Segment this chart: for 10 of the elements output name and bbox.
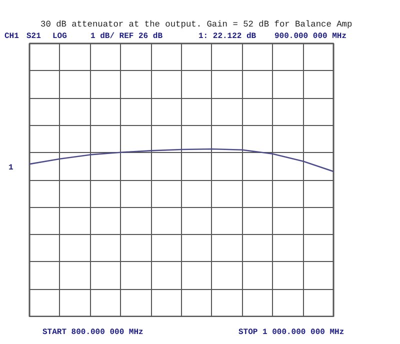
text: LOG (52, 32, 68, 41)
text: S21 (26, 32, 42, 41)
text: 1: 22.122 dB (198, 32, 256, 41)
text: 1 (8, 164, 14, 173)
chart-title: 30 dB attenuator at the output. Gain = 52 dB for Balance Amp (40, 20, 352, 30)
text: CH1 (4, 32, 20, 41)
text: STOP 1 000.000 000 MHz (238, 328, 344, 337)
text: START 800.000 000 MHz (42, 328, 144, 337)
text: 1 dB/ REF 26 dB (90, 32, 163, 41)
text: 900.000 000 MHz (274, 32, 347, 41)
